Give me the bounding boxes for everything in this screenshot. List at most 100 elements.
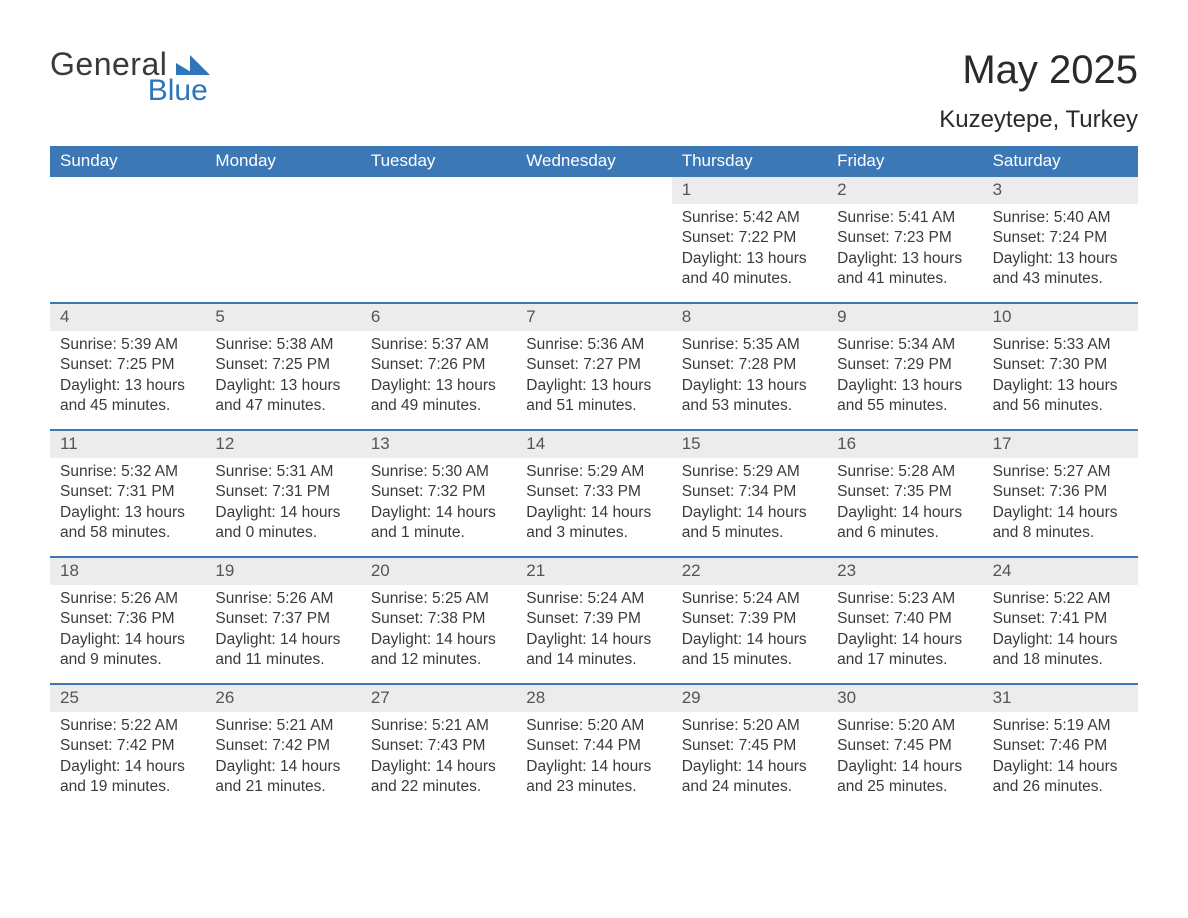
day-number: 8 — [672, 304, 827, 331]
day-cell: Sunrise: 5:31 AMSunset: 7:31 PMDaylight:… — [205, 458, 360, 556]
day-detail-line: Daylight: 14 hours — [993, 630, 1128, 650]
day-detail-line: Sunset: 7:28 PM — [682, 355, 817, 375]
day-detail-line: Daylight: 14 hours — [371, 757, 506, 777]
day-number: 22 — [672, 558, 827, 585]
day-cell: Sunrise: 5:34 AMSunset: 7:29 PMDaylight:… — [827, 331, 982, 429]
day-cell: Sunrise: 5:20 AMSunset: 7:45 PMDaylight:… — [827, 712, 982, 810]
day-detail-line: and 5 minutes. — [682, 523, 817, 543]
day-number: 1 — [672, 177, 827, 204]
day-detail-line: and 11 minutes. — [215, 650, 350, 670]
day-detail-line: Daylight: 14 hours — [526, 503, 661, 523]
day-detail-line: Daylight: 13 hours — [215, 376, 350, 396]
day-detail-line: Daylight: 13 hours — [60, 503, 195, 523]
day-detail-line: and 49 minutes. — [371, 396, 506, 416]
day-detail-line: Sunset: 7:31 PM — [60, 482, 195, 502]
day-detail-line: and 21 minutes. — [215, 777, 350, 797]
day-detail-line: Sunset: 7:23 PM — [837, 228, 972, 248]
day-cell: Sunrise: 5:24 AMSunset: 7:39 PMDaylight:… — [516, 585, 671, 683]
day-detail-line: Daylight: 14 hours — [993, 757, 1128, 777]
day-number: 27 — [361, 685, 516, 712]
day-detail-line: Daylight: 13 hours — [993, 376, 1128, 396]
day-cell: Sunrise: 5:29 AMSunset: 7:34 PMDaylight:… — [672, 458, 827, 556]
day-detail-line: Daylight: 13 hours — [371, 376, 506, 396]
day-detail-line: Sunrise: 5:24 AM — [682, 589, 817, 609]
day-cell — [516, 204, 671, 302]
day-detail-line: Sunrise: 5:29 AM — [526, 462, 661, 482]
day-cell — [205, 204, 360, 302]
day-cell: Sunrise: 5:20 AMSunset: 7:44 PMDaylight:… — [516, 712, 671, 810]
dow-monday: Monday — [205, 146, 360, 177]
day-number: 24 — [983, 558, 1138, 585]
daynum-row: 25262728293031 — [50, 683, 1138, 712]
day-cell: Sunrise: 5:39 AMSunset: 7:25 PMDaylight:… — [50, 331, 205, 429]
day-detail-line: Sunset: 7:33 PM — [526, 482, 661, 502]
day-detail-line: and 22 minutes. — [371, 777, 506, 797]
dow-friday: Friday — [827, 146, 982, 177]
day-detail-line: and 58 minutes. — [60, 523, 195, 543]
daynum-row: 123 — [50, 177, 1138, 204]
day-detail-line: Daylight: 14 hours — [371, 630, 506, 650]
day-detail-line: Sunset: 7:27 PM — [526, 355, 661, 375]
day-detail-line: Sunset: 7:41 PM — [993, 609, 1128, 629]
day-detail-line: Sunrise: 5:25 AM — [371, 589, 506, 609]
day-cell: Sunrise: 5:42 AMSunset: 7:22 PMDaylight:… — [672, 204, 827, 302]
day-detail-line: Sunrise: 5:20 AM — [682, 716, 817, 736]
day-detail-line: Daylight: 14 hours — [526, 757, 661, 777]
day-number — [205, 177, 360, 204]
day-number: 13 — [361, 431, 516, 458]
day-detail-line: Sunset: 7:38 PM — [371, 609, 506, 629]
day-cell: Sunrise: 5:24 AMSunset: 7:39 PMDaylight:… — [672, 585, 827, 683]
day-detail-line: Sunset: 7:43 PM — [371, 736, 506, 756]
day-number: 19 — [205, 558, 360, 585]
day-cell: Sunrise: 5:37 AMSunset: 7:26 PMDaylight:… — [361, 331, 516, 429]
day-cell: Sunrise: 5:32 AMSunset: 7:31 PMDaylight:… — [50, 458, 205, 556]
day-detail-line: Sunset: 7:29 PM — [837, 355, 972, 375]
day-detail-line: Sunrise: 5:35 AM — [682, 335, 817, 355]
day-detail-line: Daylight: 13 hours — [60, 376, 195, 396]
day-cell: Sunrise: 5:21 AMSunset: 7:42 PMDaylight:… — [205, 712, 360, 810]
day-cell: Sunrise: 5:38 AMSunset: 7:25 PMDaylight:… — [205, 331, 360, 429]
day-detail-line: Sunrise: 5:31 AM — [215, 462, 350, 482]
day-number — [361, 177, 516, 204]
day-detail-line: Sunrise: 5:42 AM — [682, 208, 817, 228]
day-cell: Sunrise: 5:21 AMSunset: 7:43 PMDaylight:… — [361, 712, 516, 810]
day-detail-line: Daylight: 13 hours — [682, 249, 817, 269]
day-detail-line: Sunrise: 5:21 AM — [371, 716, 506, 736]
brand-text: General Blue — [50, 48, 210, 106]
day-number — [50, 177, 205, 204]
day-cell: Sunrise: 5:41 AMSunset: 7:23 PMDaylight:… — [827, 204, 982, 302]
day-detail-line: Daylight: 14 hours — [837, 757, 972, 777]
day-cell: Sunrise: 5:25 AMSunset: 7:38 PMDaylight:… — [361, 585, 516, 683]
day-detail-line: and 19 minutes. — [60, 777, 195, 797]
day-number: 11 — [50, 431, 205, 458]
day-cell: Sunrise: 5:27 AMSunset: 7:36 PMDaylight:… — [983, 458, 1138, 556]
day-number: 3 — [983, 177, 1138, 204]
day-cell: Sunrise: 5:22 AMSunset: 7:41 PMDaylight:… — [983, 585, 1138, 683]
day-detail-line: Sunset: 7:34 PM — [682, 482, 817, 502]
day-detail-line: Sunset: 7:36 PM — [993, 482, 1128, 502]
day-detail-line: Sunrise: 5:21 AM — [215, 716, 350, 736]
day-detail-line: Sunset: 7:40 PM — [837, 609, 972, 629]
day-detail-line: and 47 minutes. — [215, 396, 350, 416]
day-number: 15 — [672, 431, 827, 458]
day-detail-line: and 14 minutes. — [526, 650, 661, 670]
day-detail-line: and 8 minutes. — [993, 523, 1128, 543]
day-detail-line: Sunrise: 5:27 AM — [993, 462, 1128, 482]
day-detail-line: Sunrise: 5:26 AM — [60, 589, 195, 609]
day-number: 6 — [361, 304, 516, 331]
day-number: 17 — [983, 431, 1138, 458]
day-detail-line: and 45 minutes. — [60, 396, 195, 416]
day-cell: Sunrise: 5:26 AMSunset: 7:36 PMDaylight:… — [50, 585, 205, 683]
day-detail-line: Sunset: 7:45 PM — [682, 736, 817, 756]
day-cell: Sunrise: 5:36 AMSunset: 7:27 PMDaylight:… — [516, 331, 671, 429]
day-detail-line: Sunset: 7:45 PM — [837, 736, 972, 756]
day-of-week-header: Sunday Monday Tuesday Wednesday Thursday… — [50, 146, 1138, 177]
day-detail-line: and 9 minutes. — [60, 650, 195, 670]
day-detail-line: and 55 minutes. — [837, 396, 972, 416]
dow-sunday: Sunday — [50, 146, 205, 177]
day-detail-line: and 0 minutes. — [215, 523, 350, 543]
day-detail-line: and 43 minutes. — [993, 269, 1128, 289]
week-body-row: Sunrise: 5:26 AMSunset: 7:36 PMDaylight:… — [50, 585, 1138, 683]
day-number: 12 — [205, 431, 360, 458]
day-detail-line: and 23 minutes. — [526, 777, 661, 797]
